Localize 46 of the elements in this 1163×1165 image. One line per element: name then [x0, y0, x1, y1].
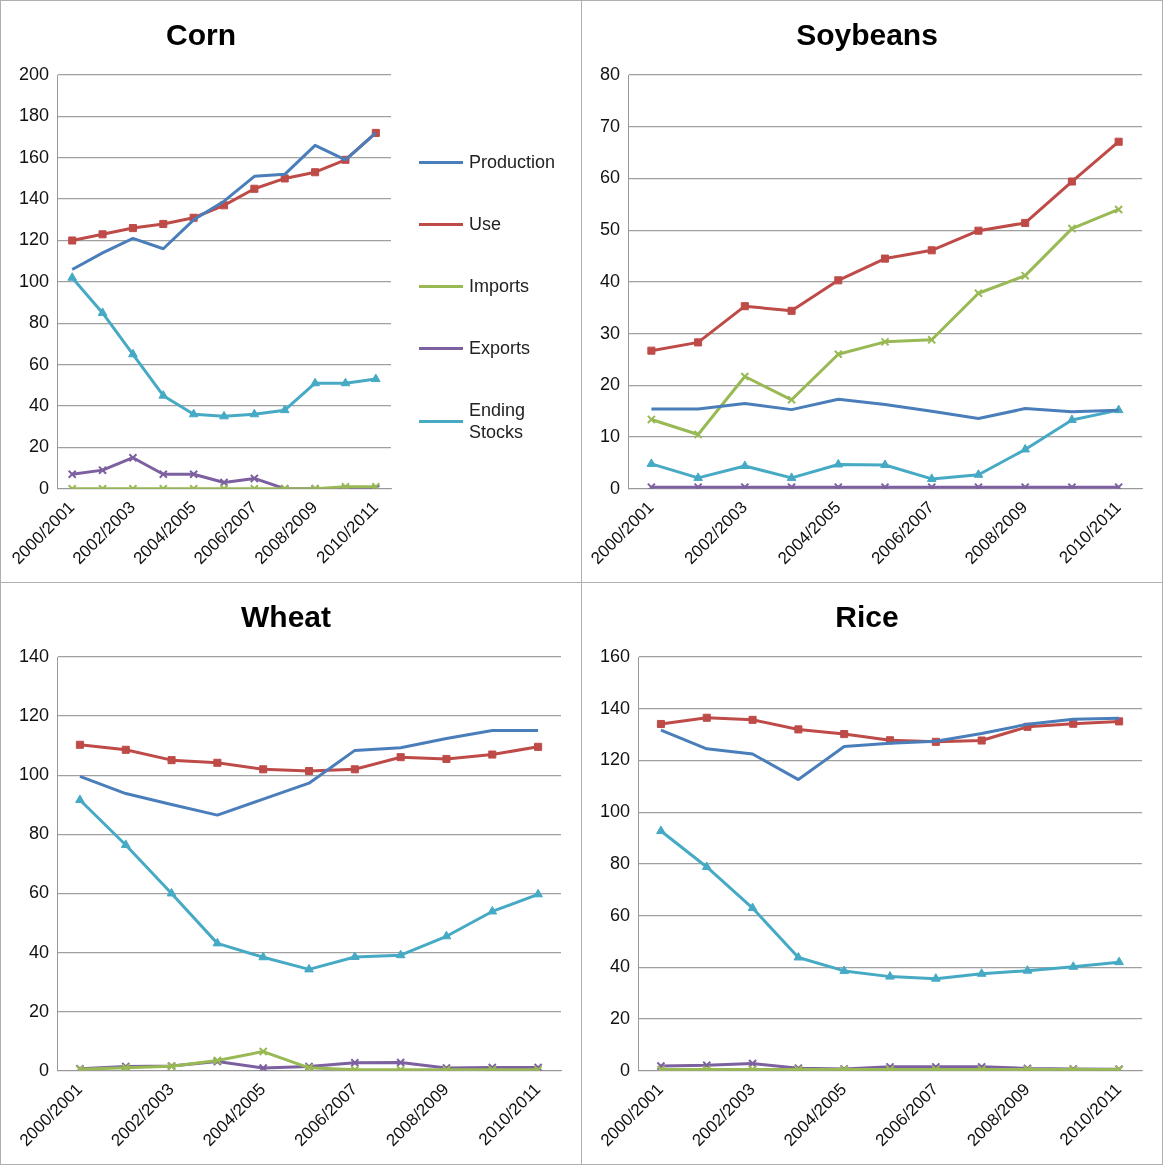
legend-label: Use — [469, 213, 502, 235]
y-tick-label: 0 — [620, 1059, 631, 1080]
y-tick-label: 40 — [29, 941, 50, 962]
legend-label: Production — [469, 151, 557, 173]
y-tick-label: 140 — [18, 645, 50, 666]
y-tick-label: 60 — [29, 353, 50, 374]
y-tick-label: 200 — [18, 63, 50, 84]
y-tick-label: 60 — [29, 882, 50, 903]
y-tick-label: 80 — [610, 852, 631, 873]
y-tick-label: 50 — [599, 219, 621, 240]
y-tick-label: 80 — [29, 823, 50, 844]
y-tick-label: 40 — [599, 270, 621, 291]
y-tick-label: 140 — [599, 697, 631, 718]
y-tick-label: 60 — [610, 904, 631, 925]
legend-label: Imports — [469, 275, 530, 297]
y-tick-label: 140 — [18, 188, 50, 209]
y-tick-label: 160 — [599, 645, 631, 666]
y-tick-label: 40 — [29, 394, 50, 415]
y-tick-label: 30 — [599, 322, 621, 343]
chart-title: Rice — [835, 600, 899, 634]
y-tick-label: 100 — [18, 270, 50, 291]
legend-label: Ending Stocks — [469, 399, 527, 443]
y-tick-label: 20 — [610, 1008, 631, 1028]
y-tick-label: 60 — [599, 167, 621, 188]
chart-title: Wheat — [241, 600, 332, 634]
chart-title: Soybeans — [796, 18, 938, 52]
y-tick-label: 70 — [599, 115, 621, 136]
legend-label: Exports — [469, 337, 532, 359]
y-tick-label: 120 — [18, 705, 50, 726]
y-tick-label: 120 — [18, 229, 50, 250]
y-tick-label: 20 — [29, 436, 50, 457]
y-tick-label: 80 — [599, 63, 621, 84]
y-tick-label: 10 — [599, 426, 621, 446]
y-tick-label: 20 — [599, 374, 621, 395]
y-tick-label: 100 — [599, 801, 631, 822]
y-tick-label: 160 — [18, 146, 50, 167]
y-tick-label: 80 — [29, 312, 50, 333]
y-tick-label: 20 — [29, 1000, 50, 1021]
y-tick-label: 100 — [18, 764, 50, 785]
y-tick-label: 40 — [610, 956, 631, 977]
y-tick-label: 0 — [610, 477, 621, 498]
y-tick-label: 120 — [599, 749, 631, 770]
y-tick-label: 0 — [39, 1059, 50, 1080]
y-tick-label: 180 — [18, 105, 50, 126]
y-tick-label: 0 — [39, 477, 50, 498]
chart-title: Corn — [166, 18, 236, 52]
